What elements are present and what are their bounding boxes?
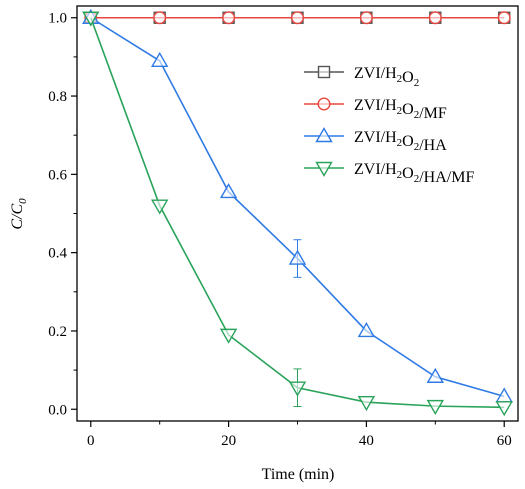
y-tick-label: 0.2 xyxy=(48,324,67,340)
data-point xyxy=(219,183,238,199)
x-tick-label: 20 xyxy=(221,433,236,449)
y-tick-label: 1.0 xyxy=(48,11,67,27)
data-point xyxy=(288,381,307,397)
legend-label: ZVI/H2O2/HA xyxy=(354,129,447,154)
data-point xyxy=(150,51,169,68)
data-point xyxy=(357,322,376,338)
data-point xyxy=(291,11,305,25)
legend-entry: ZVI/H2O2 xyxy=(304,65,419,89)
y-tick-label: 0.0 xyxy=(48,402,67,418)
y-tick-label: 0.8 xyxy=(48,89,67,105)
series-3 xyxy=(82,11,513,417)
legend: ZVI/H2O2 ZVI/H2O2/MF ZVI/H2O2/HA ZVI/H2O2/H… xyxy=(304,65,474,186)
data-point xyxy=(222,11,236,25)
series-line xyxy=(90,17,505,398)
legend-marker xyxy=(315,161,333,177)
legend-marker xyxy=(317,97,331,111)
data-point xyxy=(426,399,445,416)
series-line xyxy=(90,17,505,409)
x-tick-label: 40 xyxy=(359,433,374,449)
legend-marker xyxy=(315,127,333,143)
data-point xyxy=(495,401,513,417)
data-point xyxy=(150,199,169,215)
x-tick-label: 0 xyxy=(87,433,95,449)
legend-marker xyxy=(317,65,331,79)
series-1 xyxy=(84,11,511,25)
data-point xyxy=(219,328,238,344)
data-point xyxy=(359,11,373,25)
x-axis-title: Time (min) xyxy=(262,466,335,483)
y-axis-title: C/C0 xyxy=(9,198,29,230)
series-2 xyxy=(82,8,513,403)
y-tick-label: 0.4 xyxy=(48,246,67,262)
y-tick-label: 0.6 xyxy=(48,167,67,183)
x-tick-label: 60 xyxy=(497,433,512,449)
data-point xyxy=(497,11,511,25)
data-point xyxy=(288,249,307,265)
series-layer xyxy=(82,8,513,417)
plot-frame xyxy=(76,5,519,422)
legend-entry: ZVI/H2O2/HA xyxy=(304,127,447,154)
legend-label: ZVI/H2O2 xyxy=(354,65,419,89)
data-point xyxy=(428,11,442,25)
legend-entry: ZVI/H2O2/MF xyxy=(304,97,447,122)
legend-label: ZVI/H2O2/HA/MF xyxy=(354,161,474,186)
data-point xyxy=(357,396,376,412)
data-point xyxy=(426,367,445,383)
data-point xyxy=(153,11,167,25)
legend-label: ZVI/H2O2/MF xyxy=(354,97,447,122)
legend-entry: ZVI/H2O2/HA/MF xyxy=(304,161,474,186)
data-point xyxy=(82,11,100,27)
axis-ticks: 0 20 40 60 0.0 0.2 0.4 0.6 0.8 1.0 xyxy=(48,11,511,449)
